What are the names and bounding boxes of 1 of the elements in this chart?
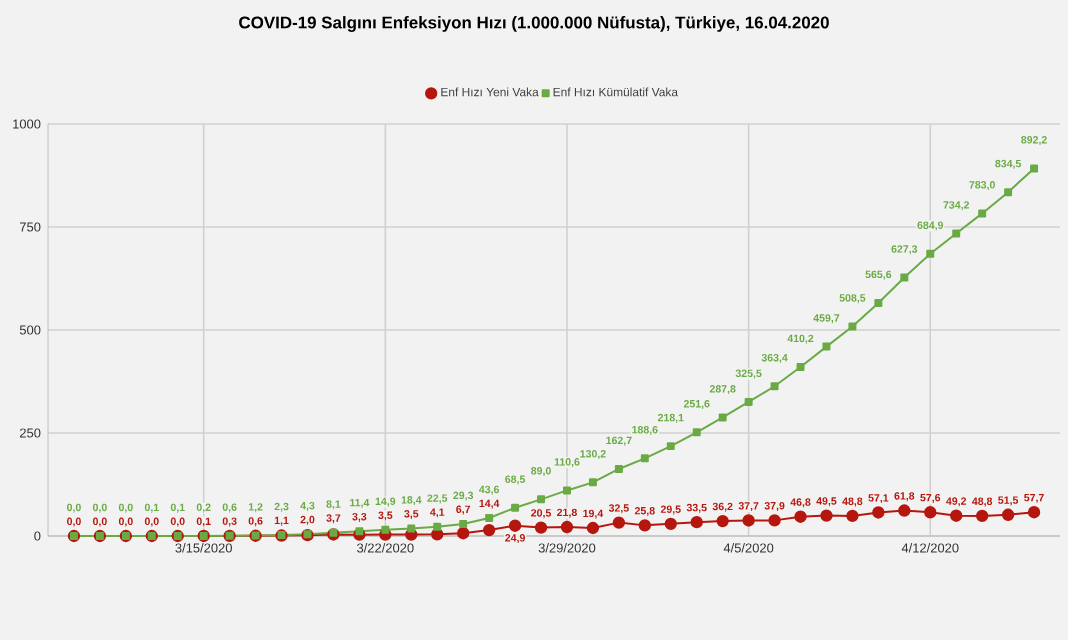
chart-title: COVID-19 Salgını Enfeksiyon Hızı (1.000.000 Nüfusta), Türkiye, 16.04.2020 <box>239 16 829 32</box>
